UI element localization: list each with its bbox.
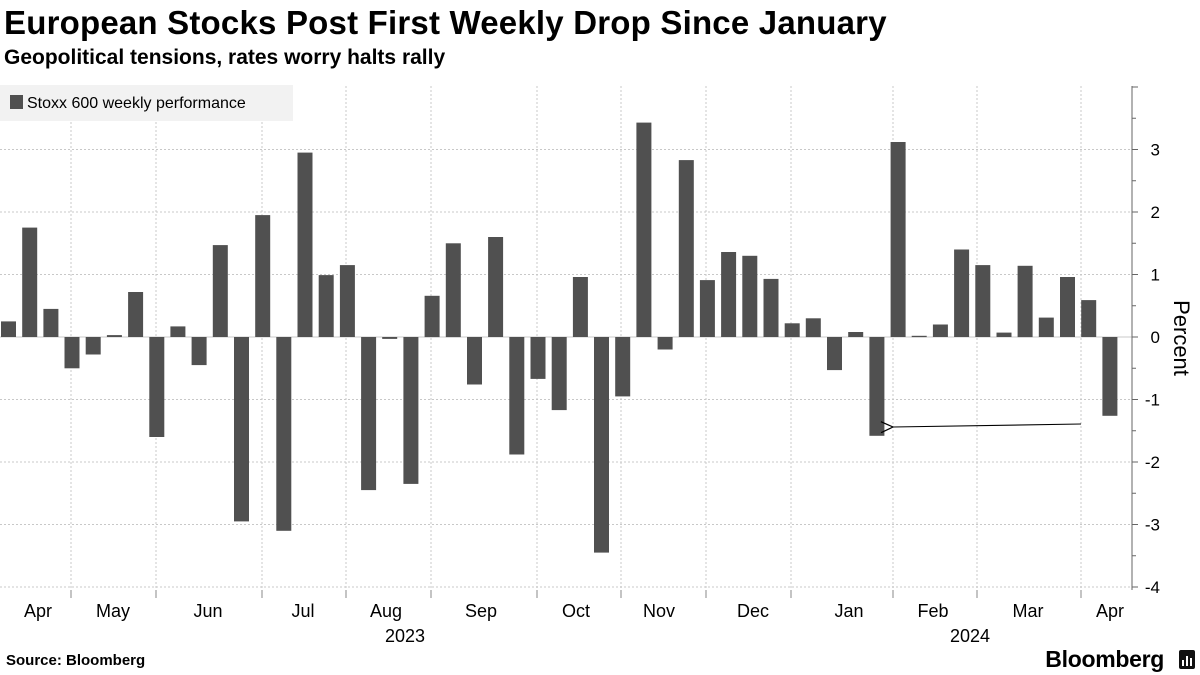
bar [805, 318, 821, 338]
bar [149, 337, 165, 437]
bar [890, 142, 906, 337]
source-note: Source: Bloomberg [6, 652, 146, 669]
bar [1038, 317, 1054, 337]
y-axis: 3 2 1 0 -1 -2 -3 -4 [1131, 86, 1160, 597]
bar [191, 337, 207, 366]
x-tick-label: Nov [643, 601, 675, 621]
bar [848, 332, 864, 337]
bloomberg-terminal-icon [1179, 650, 1195, 669]
x-tick-label: Jun [193, 601, 222, 621]
bar [255, 215, 271, 337]
x-axis: Apr May Jun Jul Aug Sep Oct Nov Dec Jan Feb Mar Apr 2… [24, 601, 1124, 646]
bar [932, 324, 948, 337]
x-tick-label: Dec [737, 601, 769, 621]
bar [615, 337, 631, 397]
chart-subtitle: Geopolitical tensions, rates worry halts… [4, 46, 446, 69]
bar [1102, 337, 1118, 416]
bar [339, 265, 355, 337]
x-tick-label: Feb [917, 601, 948, 621]
legend-swatch [10, 95, 23, 109]
y-tick-label: 3 [1151, 141, 1160, 160]
bar [212, 245, 228, 337]
bar [382, 337, 398, 339]
bar [361, 337, 377, 491]
y-tick-label: -2 [1145, 453, 1160, 472]
bar [106, 335, 122, 337]
x-tick-label: Aug [370, 601, 402, 621]
bar [276, 337, 292, 531]
y-tick-label: -3 [1145, 516, 1160, 535]
bar [1, 321, 16, 337]
bar [403, 337, 419, 484]
bar [551, 337, 567, 411]
x-year-label: 2024 [950, 626, 990, 646]
bar [636, 122, 652, 337]
y-axis-label: Percent [1169, 300, 1194, 376]
bar [594, 337, 609, 553]
y-tick-label: 1 [1151, 266, 1160, 285]
bar [954, 249, 970, 337]
bar [128, 292, 144, 337]
bar [170, 326, 186, 337]
bar [869, 337, 885, 436]
bar [911, 335, 927, 338]
y-tick-label: 0 [1151, 328, 1160, 347]
y-tick-label: 2 [1151, 203, 1160, 222]
bar [699, 280, 715, 337]
bar [318, 275, 334, 337]
bar [509, 337, 525, 455]
bar [424, 295, 440, 338]
bar [996, 332, 1012, 337]
bar [827, 337, 842, 371]
bar [1081, 300, 1097, 337]
x-tick-label: Apr [24, 601, 52, 621]
legend-label: Stoxx 600 weekly performance [27, 95, 246, 112]
x-tick-label: Jan [834, 601, 863, 621]
bar [467, 337, 482, 385]
x-tick-label: Oct [562, 601, 590, 621]
x-year-label: 2023 [385, 626, 425, 646]
x-tick-label: Jul [291, 601, 314, 621]
bar [43, 308, 59, 337]
bar [678, 160, 694, 337]
legend-background [0, 85, 293, 121]
bar [721, 252, 737, 337]
bar [784, 323, 800, 338]
x-tick-label: Mar [1013, 601, 1044, 621]
x-tick-label: Apr [1096, 601, 1124, 621]
bloomberg-logo: Bloomberg [1045, 646, 1164, 672]
x-tick-label: Sep [465, 601, 497, 621]
bar [488, 237, 504, 337]
bar [234, 337, 249, 522]
annotation-arrow [893, 424, 1082, 427]
bar [22, 227, 38, 337]
bar [530, 337, 546, 379]
legend: Stoxx 600 weekly performance [0, 85, 293, 121]
bar [763, 278, 779, 337]
bar [1060, 277, 1075, 337]
bar [657, 337, 673, 350]
bar [64, 337, 80, 369]
bar [297, 152, 313, 337]
bar [572, 277, 588, 337]
bars [1, 122, 1118, 553]
bar [1017, 265, 1033, 338]
bar [975, 265, 991, 337]
bar [742, 255, 758, 338]
y-tick-label: -4 [1145, 578, 1160, 597]
x-tick-label: May [96, 601, 130, 621]
bar [85, 337, 101, 355]
bar [445, 243, 461, 338]
y-tick-label: -1 [1145, 391, 1160, 410]
chart-title: European Stocks Post First Weekly Drop S… [4, 4, 887, 41]
